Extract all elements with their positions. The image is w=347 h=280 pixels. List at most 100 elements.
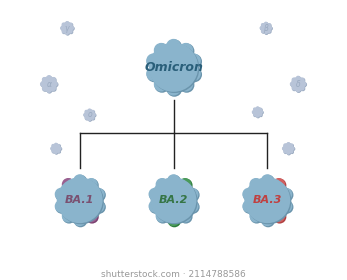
Circle shape [62, 209, 75, 222]
Circle shape [283, 143, 295, 155]
Circle shape [85, 178, 98, 191]
Circle shape [300, 78, 305, 82]
Circle shape [242, 200, 255, 213]
Circle shape [264, 31, 268, 34]
Circle shape [296, 76, 301, 81]
Circle shape [178, 43, 193, 58]
Circle shape [41, 76, 57, 92]
Circle shape [244, 177, 290, 223]
Circle shape [71, 27, 75, 31]
Circle shape [186, 66, 201, 81]
Circle shape [168, 175, 181, 188]
Circle shape [73, 213, 86, 226]
Circle shape [264, 31, 268, 35]
Circle shape [291, 86, 296, 90]
Circle shape [149, 200, 162, 214]
Circle shape [84, 116, 88, 120]
Circle shape [88, 118, 92, 122]
Text: BA.2: BA.2 [159, 195, 188, 205]
Circle shape [283, 143, 287, 147]
Circle shape [296, 88, 301, 92]
Circle shape [264, 22, 268, 26]
Circle shape [84, 110, 96, 121]
Circle shape [291, 77, 305, 91]
Circle shape [259, 108, 263, 111]
Circle shape [55, 151, 58, 155]
Circle shape [156, 210, 170, 223]
Circle shape [92, 188, 105, 200]
Circle shape [73, 174, 86, 187]
Circle shape [69, 22, 73, 26]
Circle shape [279, 188, 292, 200]
Circle shape [287, 142, 290, 146]
Circle shape [146, 66, 161, 81]
Circle shape [62, 30, 66, 34]
Circle shape [54, 143, 58, 146]
Circle shape [70, 26, 74, 30]
Circle shape [268, 24, 272, 27]
Circle shape [167, 81, 182, 97]
Circle shape [65, 31, 69, 35]
Text: BA.3: BA.3 [253, 195, 282, 205]
Circle shape [300, 86, 305, 90]
Circle shape [287, 152, 291, 155]
Circle shape [264, 22, 268, 25]
Circle shape [166, 39, 181, 54]
Circle shape [57, 150, 60, 153]
Circle shape [259, 114, 263, 117]
Circle shape [146, 53, 161, 68]
Circle shape [74, 175, 87, 188]
Circle shape [260, 22, 271, 34]
Circle shape [51, 150, 54, 153]
Circle shape [156, 179, 170, 192]
Circle shape [296, 88, 301, 93]
Circle shape [253, 107, 263, 117]
Circle shape [92, 188, 106, 202]
Circle shape [60, 27, 65, 31]
Circle shape [249, 178, 262, 191]
Circle shape [149, 43, 198, 92]
Circle shape [260, 27, 264, 31]
Circle shape [261, 213, 274, 226]
Circle shape [243, 200, 256, 214]
Circle shape [290, 82, 295, 86]
Circle shape [51, 147, 54, 151]
Circle shape [290, 82, 295, 87]
Circle shape [186, 67, 202, 82]
Circle shape [290, 144, 294, 148]
Circle shape [261, 111, 264, 114]
Circle shape [267, 23, 271, 27]
Circle shape [58, 147, 62, 150]
Circle shape [84, 113, 87, 117]
Circle shape [52, 144, 55, 148]
Circle shape [51, 77, 57, 83]
Circle shape [179, 43, 194, 59]
Circle shape [147, 67, 162, 82]
Circle shape [282, 147, 286, 150]
Circle shape [291, 78, 296, 82]
Circle shape [53, 82, 59, 87]
Circle shape [168, 214, 181, 227]
Circle shape [179, 179, 193, 192]
Circle shape [149, 188, 161, 200]
Circle shape [179, 209, 192, 222]
Circle shape [186, 200, 198, 213]
Text: o: o [87, 110, 92, 119]
Circle shape [50, 147, 53, 150]
Circle shape [261, 175, 275, 188]
Circle shape [62, 179, 76, 192]
Circle shape [51, 87, 57, 92]
Circle shape [69, 30, 73, 34]
Circle shape [42, 86, 47, 91]
Circle shape [272, 178, 285, 191]
Text: shutterstock.com · 2114788586: shutterstock.com · 2114788586 [101, 270, 246, 279]
Circle shape [273, 210, 286, 223]
Circle shape [92, 113, 96, 116]
Circle shape [151, 177, 196, 223]
Circle shape [287, 143, 291, 146]
Circle shape [61, 22, 66, 26]
Circle shape [283, 143, 294, 154]
Circle shape [66, 32, 70, 36]
Text: δ: δ [296, 80, 301, 88]
Circle shape [186, 188, 200, 202]
